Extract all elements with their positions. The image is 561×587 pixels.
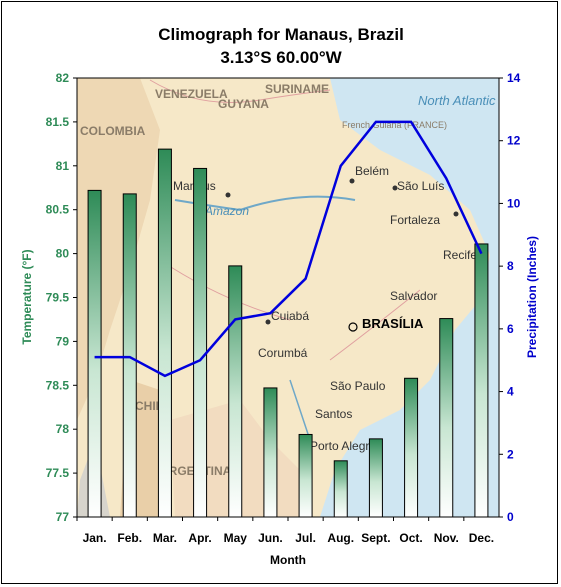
temperature-bar [157,148,172,518]
map-label: Cuiabá [271,309,309,323]
map-label: Porto Alegre [310,439,376,453]
temperature-bar [122,193,137,518]
temperature-bars [87,148,489,518]
left-axis-tick-label: 80.5 [46,203,70,217]
temperature-bar [439,318,454,518]
x-axis-ticks: Jan. Feb. Mar. Apr. May Jun. Jul. Aug. Sept. Oct.… [76,517,494,545]
left-axis-tick-label: 79 [56,334,70,348]
map-label: Santos [315,407,352,421]
right-axis-tick-label: 10 [507,196,521,210]
map-label: Fortaleza [390,213,440,227]
x-axis-tick-label: Feb. [117,531,142,545]
right-axis-tick-label: 14 [507,71,521,85]
map-label: BRASÍLIA [362,316,424,331]
x-axis-tick-label: Sept. [361,531,390,545]
temperature-bar [298,433,313,518]
right-axis-tick-label: 0 [507,510,514,524]
x-axis-title: Month [270,553,306,567]
map-label: North Atlantic Ocean [418,93,537,108]
left-axis-title: Temperature (°F) [20,249,34,344]
x-axis-tick-label: Dec. [469,531,494,545]
map-label: São Paulo [330,379,386,393]
x-axis-tick-label: Oct. [399,531,422,545]
map-label: SURINAME [265,82,329,96]
map-label: Belém [355,164,389,178]
left-axis-ticks: 77 77.5 78 78.5 79 79.5 80 80.5 81 81.5 82 [46,71,77,524]
x-axis-tick-label: Jul. [295,531,316,545]
right-axis-tick-label: 4 [507,385,514,399]
x-axis-tick-label: Jun. [258,531,283,545]
left-axis-tick-label: 82 [56,71,70,85]
precipitation-line-layer [94,120,483,378]
x-axis-tick-label: May [224,531,248,545]
map-label: Salvador [390,289,437,303]
temperature-bar [193,167,208,518]
temperature-bar [87,189,102,518]
map-label: Amazon [204,204,249,218]
temperature-bar [368,438,383,518]
right-axis-tick-label: 6 [507,322,514,336]
x-axis-tick-label: Mar. [153,531,177,545]
temperature-bar [228,265,243,518]
x-axis-tick-label: Apr. [188,531,211,545]
right-axis-tick-label: 12 [507,134,521,148]
map-label: GUYANA [218,97,269,111]
left-axis-tick-label: 81 [56,159,70,173]
x-axis-tick-label: Jan. [83,531,107,545]
right-axis-ticks: 0 2 4 6 8 10 12 14 [499,71,521,524]
map-label: French Guiana (FRANCE) [342,120,447,130]
left-axis-tick-label: 77 [56,510,70,524]
temperature-bar [404,377,419,518]
right-axis-tick-label: 8 [507,259,514,273]
temperature-bar [474,243,489,518]
left-axis-tick-label: 77.5 [46,466,70,480]
chart-subtitle: 3.13°S 60.00°W [220,48,342,67]
precipitation-line [94,120,483,378]
x-axis-tick-label: Nov. [434,531,459,545]
left-axis-tick-label: 78 [56,422,70,436]
map-label: Recife [443,248,477,262]
x-axis-tick-label: Aug. [327,531,354,545]
left-axis-tick-label: 80 [56,247,70,261]
left-axis-tick-label: 78.5 [46,378,70,392]
right-axis-title: Precipitation (Inches) [525,236,539,358]
temperature-bar [333,460,348,518]
left-axis-tick-label: 81.5 [46,115,70,129]
chart-title: Climograph for Manaus, Brazil [158,25,404,44]
map-label: VENEZUELA [155,87,228,101]
map-label: COLOMBIA [80,124,146,138]
left-axis-tick-label: 79.5 [46,291,70,305]
temperature-bar [263,387,278,518]
map-label: Corumbá [258,346,308,360]
right-axis-tick-label: 2 [507,447,514,461]
map-label: São Luís [397,179,444,193]
